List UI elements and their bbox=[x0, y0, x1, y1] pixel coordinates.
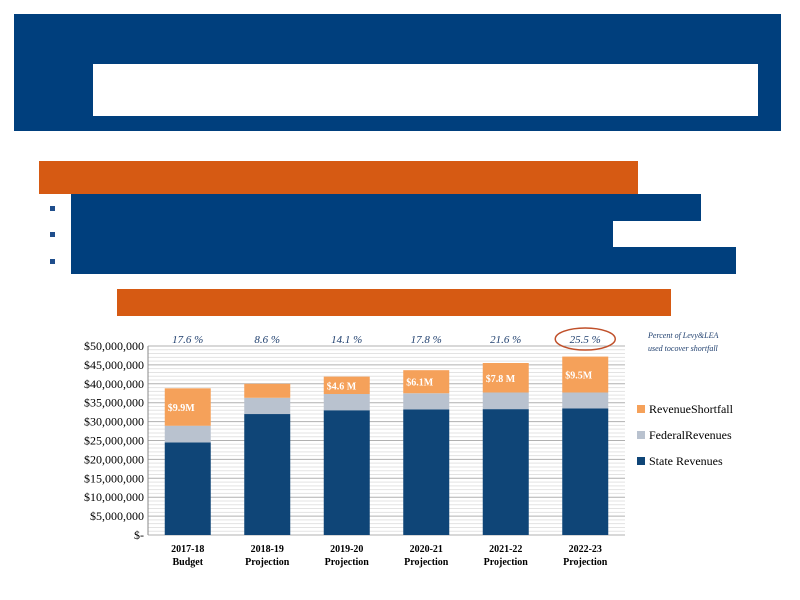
bullet-text-block-1 bbox=[71, 194, 701, 221]
bar-segment bbox=[323, 376, 370, 395]
percent-label: 17.6 % bbox=[172, 334, 203, 346]
y-tick-label: $10,000,000 bbox=[84, 490, 144, 504]
y-tick-label: $- bbox=[134, 528, 144, 542]
bars: $9.9M $4.6 M $6.1M $7.8 M $9.5M bbox=[164, 356, 609, 535]
bar-segment bbox=[244, 383, 291, 398]
y-tick-label: $25,000,000 bbox=[84, 434, 144, 448]
bullet-marker-3 bbox=[50, 259, 55, 264]
y-tick-label: $30,000,000 bbox=[84, 415, 144, 429]
bullet-marker-2 bbox=[50, 232, 55, 237]
percent-label: 25.5 % bbox=[570, 334, 601, 346]
legend-label: RevenueShortfall bbox=[649, 402, 734, 416]
note-line-2: used tocover shortfall bbox=[648, 344, 719, 353]
grid-lines bbox=[147, 345, 625, 536]
bar-segment bbox=[403, 409, 450, 535]
bar-segment bbox=[403, 370, 450, 394]
x-tick-label: 2018-19 bbox=[251, 544, 284, 555]
bar-value-label: $9.9M bbox=[168, 403, 196, 414]
y-tick-label: $35,000,000 bbox=[84, 396, 144, 410]
bar-segment bbox=[482, 409, 529, 535]
y-tick-label: $50,000,000 bbox=[84, 339, 144, 353]
note-line-1: Percent of Levy&LEA bbox=[647, 331, 718, 340]
y-tick-label: $20,000,000 bbox=[84, 452, 144, 466]
bar-segment bbox=[562, 356, 609, 393]
bar-value-label: $6.1M bbox=[406, 378, 434, 389]
x-axis-labels: 2017-18 Budget 2018-19 Projection 2019-20 Pro… bbox=[171, 544, 608, 568]
bar-segment bbox=[323, 394, 370, 411]
bar-segment bbox=[164, 388, 211, 426]
x-tick-label: 2021-22 bbox=[489, 544, 522, 555]
bar-segment bbox=[482, 392, 529, 410]
bullet-text-block-2 bbox=[71, 221, 613, 248]
chart-heading-bar bbox=[117, 289, 671, 316]
bar-segment bbox=[403, 393, 450, 410]
bar-value-label: $9.5M bbox=[565, 371, 593, 382]
section-heading-bar bbox=[39, 161, 638, 194]
legend-swatch bbox=[637, 457, 645, 465]
bar-segment bbox=[562, 408, 609, 535]
percent-label: 14.1 % bbox=[331, 334, 362, 346]
title-banner bbox=[14, 14, 781, 131]
x-tick-label: Projection bbox=[325, 557, 370, 568]
x-tick-label: Projection bbox=[404, 557, 449, 568]
bar-segment bbox=[562, 392, 609, 409]
revenue-chart: $- $5,000,000 $10,000,000 $15,000,000 $20,00… bbox=[84, 327, 734, 568]
y-tick-label: $40,000,000 bbox=[84, 377, 144, 391]
bar-segment bbox=[164, 442, 211, 535]
bullet-text-block-3 bbox=[71, 247, 736, 274]
x-tick-label: 2022-23 bbox=[569, 544, 602, 555]
bar-segment bbox=[244, 414, 291, 535]
percent-label: 17.8 % bbox=[411, 334, 442, 346]
y-tick-label: $5,000,000 bbox=[90, 509, 144, 523]
bar-segment bbox=[244, 397, 291, 415]
legend: RevenueShortfall FederalRevenues State Rev… bbox=[637, 402, 734, 468]
x-tick-label: Budget bbox=[172, 557, 203, 568]
percent-label: 21.6 % bbox=[490, 334, 521, 346]
legend-swatch bbox=[637, 405, 645, 413]
legend-label: State Revenues bbox=[649, 454, 723, 468]
x-tick-label: Projection bbox=[484, 557, 529, 568]
bar-segment bbox=[164, 425, 211, 443]
bullet-marker-1 bbox=[50, 206, 55, 211]
x-tick-label: 2020-21 bbox=[410, 544, 443, 555]
bar-segment bbox=[323, 410, 370, 535]
title-box bbox=[93, 64, 758, 116]
x-tick-label: 2019-20 bbox=[330, 544, 363, 555]
legend-swatch bbox=[637, 431, 645, 439]
y-tick-label: $45,000,000 bbox=[84, 358, 144, 372]
percent-label: 8.6 % bbox=[254, 334, 280, 346]
x-tick-label: 2017-18 bbox=[171, 544, 204, 555]
percent-labels: 17.6 % 8.6 % 14.1 % 17.8 % 21.6 % 25.5 % bbox=[172, 327, 616, 351]
bar-value-label: $4.6 M bbox=[327, 381, 357, 392]
highlight-circle bbox=[554, 327, 616, 351]
bar-segment bbox=[482, 363, 529, 393]
y-axis-labels: $- $5,000,000 $10,000,000 $15,000,000 $20,00… bbox=[84, 339, 144, 542]
bar-value-label: $7.8 M bbox=[486, 374, 516, 385]
y-tick-label: $15,000,000 bbox=[84, 471, 144, 485]
x-tick-label: Projection bbox=[563, 557, 608, 568]
x-tick-label: Projection bbox=[245, 557, 290, 568]
legend-label: FederalRevenues bbox=[649, 428, 732, 442]
